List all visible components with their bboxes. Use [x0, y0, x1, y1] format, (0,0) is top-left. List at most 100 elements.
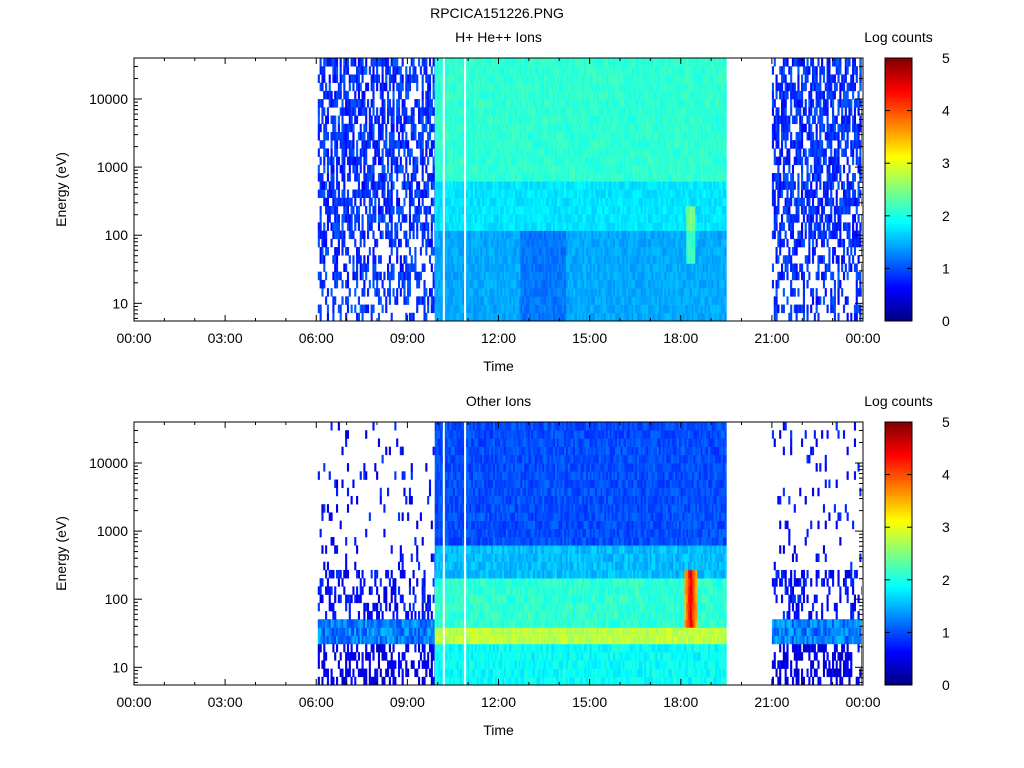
spectrogram-cell	[547, 123, 550, 133]
spectrogram-cell	[418, 197, 421, 207]
spectrogram-cell	[365, 156, 368, 166]
spectrogram-cell	[638, 99, 641, 108]
spectrogram-cell	[354, 164, 357, 174]
spectrogram-cell	[558, 82, 561, 92]
spectrogram-cell	[469, 181, 472, 190]
spectrogram-cell	[635, 74, 638, 83]
spectrogram-cell	[346, 304, 350, 314]
spectrogram-cell	[624, 222, 627, 231]
spectrogram-cell	[602, 214, 605, 223]
spectrogram-cell	[350, 115, 353, 125]
spectrogram-cell	[556, 296, 559, 305]
spectrogram-cell	[440, 173, 443, 182]
spectrogram-cell	[575, 140, 578, 149]
spectrogram-cell	[611, 181, 614, 190]
spectrogram-cell	[405, 156, 408, 166]
spectrogram-cell	[555, 222, 558, 231]
spectrogram-cell	[620, 214, 623, 223]
spectrogram-cell	[449, 148, 452, 157]
spectrogram-cell	[595, 181, 598, 190]
spectrogram-cell	[452, 255, 456, 264]
spectrogram-cell	[366, 99, 370, 108]
spectrogram-cell	[434, 304, 437, 314]
spectrogram-cell	[582, 304, 585, 314]
spectrogram-cell	[483, 304, 487, 314]
spectrogram-cell	[482, 131, 485, 141]
spectrogram-cell	[622, 156, 625, 166]
spectrogram-cell	[472, 214, 476, 223]
spectrogram-cell	[560, 255, 563, 264]
spectrogram-cell	[571, 164, 574, 174]
spectrogram-cell	[618, 156, 621, 166]
spectrogram-cell	[456, 214, 459, 223]
spectrogram-cell	[542, 288, 545, 297]
spectrogram-cell	[560, 222, 563, 231]
spectrogram-cell	[573, 115, 576, 125]
spectrogram-cell	[593, 312, 596, 322]
spectrogram-cell	[335, 181, 339, 190]
spectrogram-cell	[392, 131, 395, 141]
spectrogram-cell	[430, 148, 433, 157]
spectrogram-cell	[567, 263, 570, 272]
spectrogram-cell	[531, 99, 534, 108]
spectrogram-cell	[471, 140, 474, 149]
spectrogram-cell	[598, 288, 601, 297]
spectrogram-cell	[534, 296, 538, 305]
spectrogram-cell	[615, 271, 618, 281]
spectrogram-cell	[582, 115, 585, 125]
spectrogram-cell	[545, 140, 549, 149]
spectrogram-cell	[335, 164, 339, 174]
spectrogram-cell	[467, 148, 470, 157]
spectrogram-cell	[545, 107, 549, 116]
spectrogram-cell	[467, 238, 470, 248]
spectrogram-cell	[549, 82, 552, 92]
spectrogram-cell	[493, 99, 496, 108]
spectrogram-cell	[587, 164, 590, 174]
spectrogram-cell	[602, 279, 605, 289]
spectrogram-cell	[390, 181, 393, 190]
spectrogram-cell	[390, 123, 393, 133]
spectrogram-cell	[524, 90, 527, 100]
spectrogram-cell	[591, 247, 594, 256]
spectrogram-cell	[471, 131, 474, 141]
spectrogram-cell	[443, 148, 446, 157]
spectrogram-cell	[631, 205, 634, 215]
spectrogram-cell	[585, 222, 589, 231]
spectrogram-cell	[452, 140, 456, 149]
spectrogram-cell	[555, 123, 558, 133]
spectrogram-cell	[421, 189, 424, 199]
spectrogram-cell	[527, 107, 530, 116]
spectrogram-cell	[381, 173, 384, 182]
spectrogram-cell	[587, 222, 590, 231]
spectrogram-cell	[595, 66, 598, 75]
spectrogram-cell	[408, 197, 412, 207]
spectrogram-cell	[341, 230, 344, 240]
spectrogram-cell	[540, 99, 543, 108]
spectrogram-cell	[615, 222, 618, 231]
spectrogram-cell	[542, 66, 545, 75]
spectrogram-cell	[596, 288, 600, 297]
spectrogram-cell	[573, 230, 576, 240]
spectrogram-cell	[518, 173, 521, 182]
spectrogram-cell	[558, 263, 561, 272]
spectrogram-cell	[518, 247, 521, 256]
spectrogram-cell	[319, 82, 322, 92]
spectrogram-cell	[642, 148, 645, 157]
spectrogram-cell	[615, 164, 618, 174]
spectrogram-cell	[558, 99, 561, 108]
spectrogram-cell	[354, 90, 357, 100]
spectrogram-cell	[514, 288, 518, 297]
spectrogram-cell	[524, 66, 527, 75]
spectrogram-cell	[573, 66, 576, 75]
spectrogram-cell	[483, 181, 487, 190]
spectrogram-cell	[507, 304, 510, 314]
spectrogram-cell	[569, 189, 572, 199]
spectrogram-cell	[498, 148, 501, 157]
spectrogram-cell	[354, 107, 357, 116]
spectrogram-cell	[587, 238, 590, 248]
spectrogram-cell	[467, 107, 470, 116]
spectrogram-cell	[534, 205, 538, 215]
spectrogram-cell	[489, 131, 492, 141]
spectrogram-cell	[527, 214, 530, 223]
spectrogram-cell	[343, 107, 346, 116]
